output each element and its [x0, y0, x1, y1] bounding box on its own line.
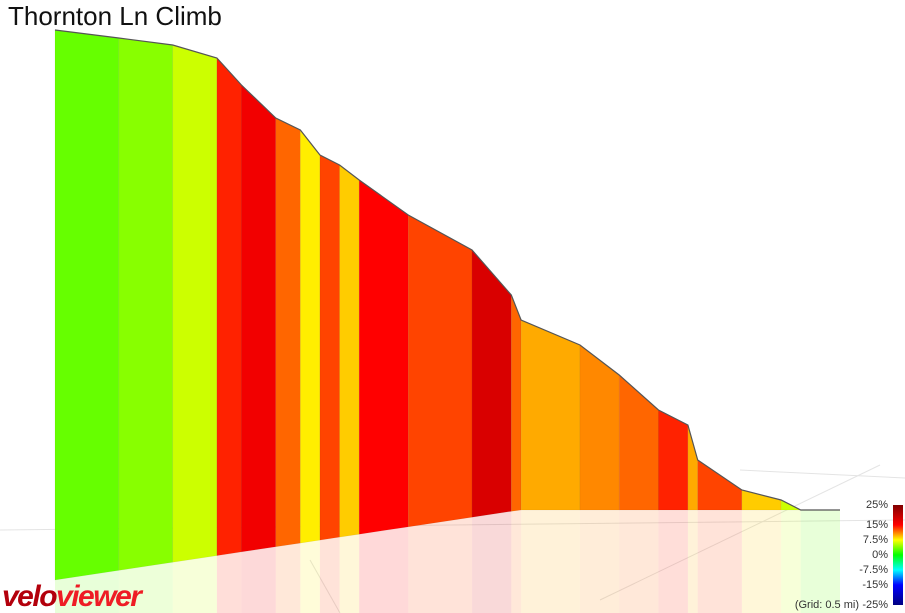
gradient-strip: [471, 249, 512, 518]
reflection-strip: [300, 540, 320, 613]
legend-label: 7.5%: [863, 534, 888, 546]
gradient-strip: [687, 424, 699, 511]
profile-line: [54, 29, 840, 511]
legend-label: -15%: [862, 579, 888, 591]
reflection-strip: [359, 526, 409, 613]
gradient-strip: [275, 117, 301, 548]
reflection-strip: [241, 546, 276, 613]
reflection-strip: [658, 510, 688, 613]
reflection-strip: [741, 510, 782, 613]
legend-label: -7.5%: [859, 564, 888, 576]
gradient-strip: [172, 44, 218, 563]
reflection-strip: [472, 511, 512, 613]
gradient-strip: [216, 57, 242, 556]
reflection-strip: [511, 510, 522, 613]
reflection-strip: [339, 534, 360, 613]
reflection-strip: [408, 517, 473, 613]
legend-label: 0%: [872, 549, 888, 561]
reflection-strip: [55, 570, 119, 613]
gradient-strip: [358, 179, 409, 535]
color-scale: [893, 505, 903, 605]
gradient-strip: [300, 129, 321, 544]
reflection-strip: [521, 510, 580, 613]
gradient-strip: [520, 319, 581, 511]
reflection-strip: [697, 510, 742, 613]
reflection-strip: [275, 543, 301, 613]
legend-label: -25%: [862, 599, 888, 611]
gradient-strip: [241, 84, 277, 553]
reflection-strip: [319, 537, 340, 613]
gradient-strip: [618, 374, 659, 511]
gradient-strip: [54, 29, 120, 581]
brand-part: velo: [2, 580, 57, 613]
gradient-strip: [407, 214, 473, 528]
chart-title: Thornton Ln Climb: [8, 1, 222, 31]
gradient-strip: [339, 164, 360, 538]
gradient-strip: [741, 489, 782, 511]
gradient-strip: [510, 294, 522, 512]
reflection-strip: [579, 510, 620, 613]
gradient-strip: [319, 154, 340, 541]
reflection-strip: [781, 510, 801, 613]
brand-part: viewer: [56, 580, 144, 613]
gradient-strip: [658, 409, 689, 511]
gradient-strip: [118, 37, 174, 571]
reflection-strip: [172, 555, 217, 613]
brand-logo: veloviewer: [2, 580, 144, 613]
reflection-strip: [800, 510, 840, 613]
grid-note: (Grid: 0.5 mi): [795, 599, 859, 611]
reflection-strip: [118, 562, 173, 613]
legend-label: 15%: [866, 519, 888, 531]
reflection-strip: [216, 551, 242, 613]
reflection-strip: [619, 510, 659, 613]
legend-label: 25%: [866, 499, 888, 511]
reflection-strip: [687, 510, 698, 613]
